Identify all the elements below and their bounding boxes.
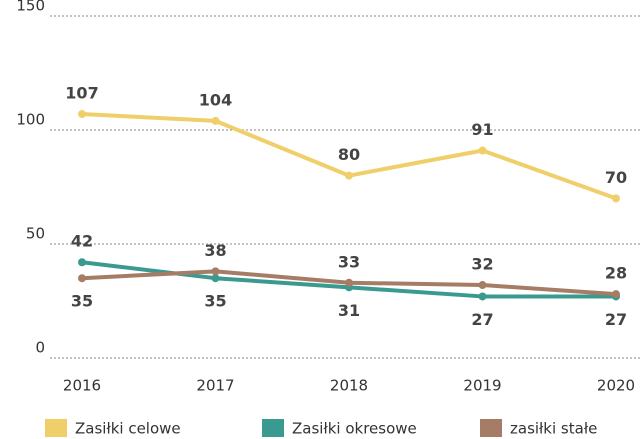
value-label: 91 [471, 120, 493, 139]
point [78, 110, 86, 119]
value-label: 104 [199, 90, 232, 109]
x-tick-label: 2020 [597, 377, 635, 395]
value-label: 28 [605, 264, 627, 283]
point [478, 146, 487, 155]
x-tick-label: 2016 [63, 377, 101, 395]
x-tick-label: 2018 [330, 377, 368, 395]
legend-swatch [262, 419, 284, 437]
y-tick-label: 0 [35, 339, 45, 357]
point [211, 116, 220, 125]
value-label: 70 [605, 168, 627, 187]
point [345, 278, 353, 287]
value-label: 33 [338, 252, 360, 271]
value-label: 38 [204, 241, 226, 260]
point [211, 274, 220, 283]
x-tick-label: 2017 [196, 377, 234, 395]
point [345, 171, 353, 180]
y-tick-label: 50 [26, 225, 45, 243]
value-label: 35 [71, 292, 93, 311]
value-label: 80 [338, 145, 360, 164]
value-label: 27 [605, 310, 627, 329]
value-label: 27 [471, 310, 493, 329]
value-label: 31 [338, 301, 360, 320]
y-tick-label: 150 [16, 0, 45, 15]
legend-label: Zasiłki okresowe [292, 420, 417, 438]
legend-swatch [45, 419, 67, 437]
value-label: 35 [204, 292, 226, 311]
point [478, 292, 487, 301]
legend-swatch [480, 419, 502, 437]
value-label: 32 [471, 255, 493, 274]
value-label: 42 [71, 232, 93, 251]
point [78, 274, 86, 283]
point [612, 290, 620, 299]
y-tick-label: 100 [16, 111, 45, 129]
point [478, 281, 487, 290]
point [78, 258, 86, 267]
legend-label: Zasiłki celowe [75, 420, 181, 438]
legend-label: zasiłki stałe [510, 420, 597, 438]
value-label: 107 [65, 84, 98, 103]
point [612, 194, 620, 203]
point [211, 267, 220, 276]
x-tick-label: 2019 [463, 377, 501, 395]
